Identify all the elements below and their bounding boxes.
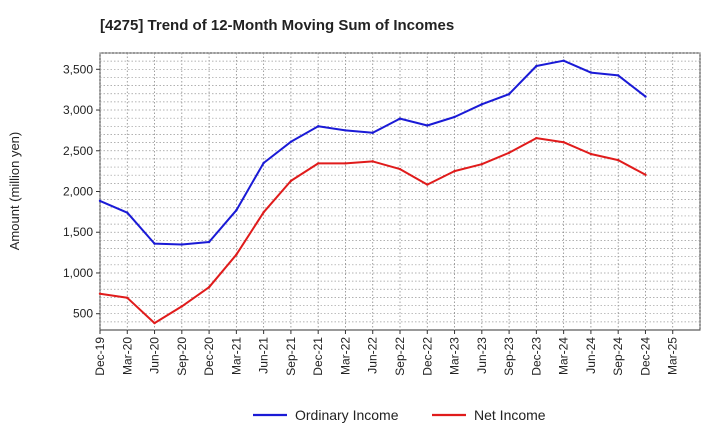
x-tick-label: Jun-22 (366, 337, 380, 374)
legend: Ordinary Income Net Income (253, 407, 546, 423)
data-point (235, 209, 238, 212)
data-point (98, 292, 102, 295)
x-tick-label: Mar-22 (338, 337, 352, 375)
y-axis-label: Amount (million yen) (7, 132, 22, 251)
x-tick-label: Sep-20 (175, 337, 189, 376)
data-point (426, 124, 429, 127)
legend-label: Ordinary Income (295, 407, 399, 423)
y-tick-label: 2,500 (63, 144, 93, 158)
data-point (616, 158, 620, 162)
x-tick-label: Mar-20 (120, 337, 134, 375)
x-tick-label: Dec-20 (202, 337, 216, 376)
x-tick-label: Jun-21 (257, 337, 271, 374)
y-tick-label: 2,000 (63, 185, 93, 199)
x-tick-label: Mar-24 (557, 337, 571, 375)
data-point (153, 242, 156, 245)
data-point (398, 167, 402, 171)
y-tick-label: 3,000 (63, 103, 93, 117)
data-point (535, 64, 538, 68)
data-point (371, 160, 374, 163)
x-tick-label: Sep-22 (393, 337, 407, 376)
y-tick-label: 1,500 (63, 225, 93, 239)
data-point (289, 140, 293, 144)
x-tick-label: Mar-21 (229, 337, 243, 375)
data-point (535, 136, 538, 140)
chart-title: [4275] Trend of 12-Month Moving Sum of I… (100, 17, 454, 34)
data-point (371, 131, 374, 135)
x-tick-label: Sep-21 (284, 337, 298, 376)
data-point (644, 173, 647, 176)
data-point (153, 321, 156, 325)
x-tick-label: Dec-23 (529, 337, 543, 376)
y-tick-label: 500 (73, 307, 93, 321)
data-point (180, 243, 184, 246)
x-tick-label: Jun-20 (148, 337, 162, 374)
x-tick-label: Dec-21 (311, 337, 325, 376)
data-point (235, 253, 238, 256)
data-point (344, 162, 347, 165)
x-tick-label: Sep-24 (611, 337, 625, 376)
data-point (126, 211, 129, 214)
x-tick-label: Jun-24 (584, 337, 598, 374)
data-point (316, 162, 320, 165)
x-tick-label: Jun-23 (475, 337, 489, 374)
data-point (562, 59, 565, 62)
data-point (507, 92, 511, 96)
data-point (453, 169, 456, 173)
data-point (453, 115, 456, 119)
data-point (207, 286, 211, 289)
y-axis-ticks: 500 1,000 1,500 2,000 2,500 3,000 3,500 (63, 62, 100, 321)
data-point (507, 151, 511, 155)
data-point (589, 152, 593, 156)
x-axis-ticks: Dec-19 Mar-20 Jun-20 Sep-20 Dec-20 Mar-21 Jun-… (93, 330, 680, 376)
data-point (262, 161, 265, 165)
series-layer (98, 59, 647, 325)
x-tick-label: Dec-24 (638, 337, 652, 376)
y-tick-label: 3,500 (63, 62, 93, 76)
data-point (480, 103, 484, 106)
data-point (207, 240, 211, 244)
data-point (644, 95, 647, 98)
data-point (180, 305, 184, 308)
data-point (616, 74, 620, 77)
x-tick-label: Sep-23 (502, 337, 516, 376)
data-point (426, 183, 429, 186)
data-point (126, 296, 129, 300)
data-point (562, 141, 565, 144)
x-tick-label: Dec-19 (93, 337, 107, 376)
x-tick-label: Dec-22 (420, 337, 434, 376)
data-point (262, 211, 265, 214)
data-point (289, 179, 293, 183)
data-point (98, 199, 102, 203)
grid (99, 52, 701, 330)
data-point (316, 125, 320, 128)
data-point (589, 71, 593, 74)
data-point (480, 163, 484, 166)
x-tick-label: Mar-23 (448, 337, 462, 375)
legend-label: Net Income (474, 407, 546, 423)
data-point (344, 129, 347, 132)
x-tick-label: Mar-25 (666, 337, 680, 375)
y-tick-label: 1,000 (63, 266, 93, 280)
data-point (398, 117, 402, 120)
